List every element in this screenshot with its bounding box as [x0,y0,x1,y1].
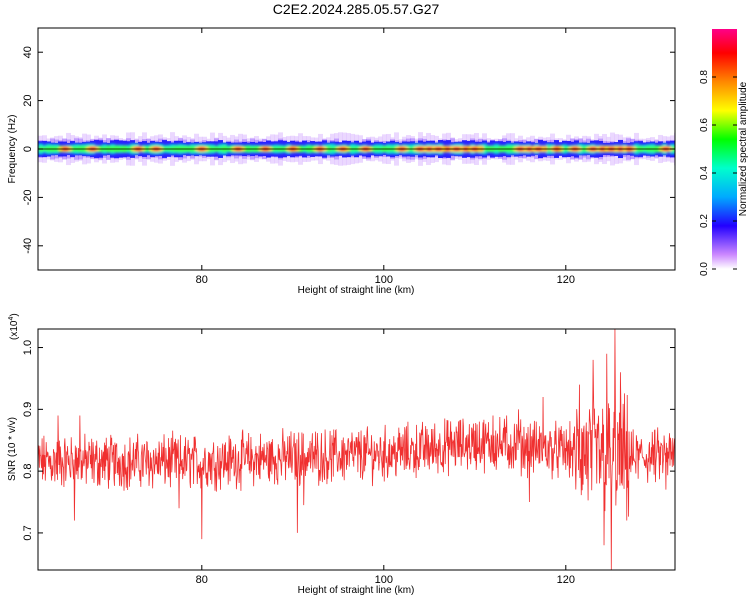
colorbar-tick-label: 0.2 [699,214,710,228]
snr-multiplier-base: (x10 [9,320,20,340]
figure-title: C2E2.2024.285.05.57.G27 [273,1,440,17]
colorbar-tick-label: 0.8 [699,70,710,84]
snr-frame [37,328,676,571]
spectrogram-band [38,132,675,166]
snr-panel: 80 100 120 0.7 0.8 0.9 1.0 Height of straight … [7,313,676,596]
spectrogram-y-tick-label: 0 [22,146,34,152]
snr-y-tick-label: 0.8 [22,463,34,478]
spectrogram-x-tick-label: 80 [196,274,208,286]
spectrogram-x-tick-label: 120 [557,274,575,286]
snr-y-tick-label: 1.0 [22,340,34,355]
snr-y-multiplier: (x104) [8,313,20,340]
spectrogram-y-axis-label: Frequency (Hz) [7,115,18,184]
colorbar-label: Normalized spectral amplitude [738,81,749,216]
snr-multiplier-close: ) [9,313,20,316]
colorbar-ticks: 0.0 0.2 0.4 0.6 0.8 [699,70,737,276]
snr-y-axis-label: SNR (10 * v/v) [7,417,18,481]
snr-x-axis-label: Height of straight line (km) [298,585,415,596]
spectrogram-y-tick-label: -40 [22,238,34,254]
snr-y-tick-label: 0.7 [22,525,34,540]
spectrogram-x-axis-label: Height of straight line (km) [298,285,415,296]
spectrogram-x-tick-label: 100 [375,274,393,286]
snr-x-tick-label: 100 [375,574,393,586]
colorbar-tick-label: 0.6 [699,118,710,132]
snr-x-tick-label: 80 [196,574,208,586]
colorbar: 0.0 0.2 0.4 0.6 0.8 Normalized spectral ampl… [699,29,749,276]
colorbar-gradient [712,29,737,269]
snr-x-tick-label: 120 [557,574,575,586]
spectrogram-panel: 80 100 120 -40 -20 0 20 40 Height of straight l… [7,27,676,296]
snr-multiplier-exponent: 4 [8,317,15,321]
spectrogram-ticks: 80 100 120 -40 -20 0 20 40 [22,28,675,286]
snr-ticks: 80 100 120 0.7 0.8 0.9 1.0 [22,329,675,586]
spectrogram-y-tick-label: 40 [22,46,34,58]
colorbar-tick-label: 0.4 [699,166,710,180]
spectrogram-y-tick-label: -20 [22,189,34,205]
snr-series-line [38,329,675,570]
snr-y-tick-label: 0.9 [22,402,34,417]
colorbar-tick-label: 0.0 [699,262,710,276]
spectrogram-y-tick-label: 20 [22,94,34,106]
